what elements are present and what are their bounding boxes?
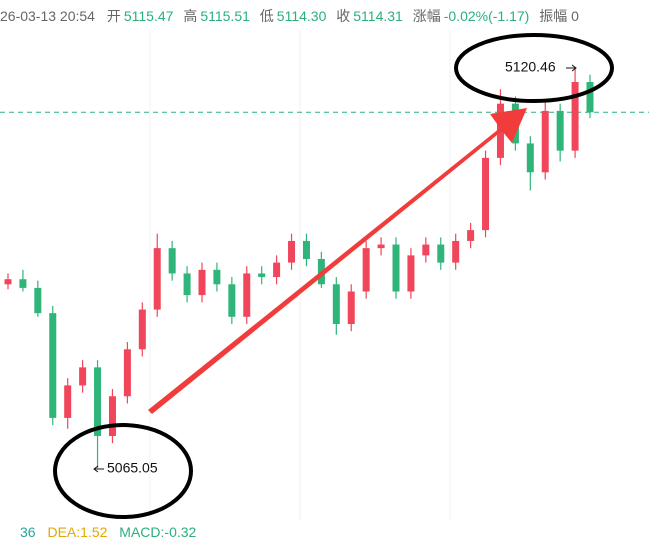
macd-value: MACD:-0.32	[119, 524, 197, 540]
candle-body	[482, 157, 490, 231]
candle-body	[571, 82, 579, 151]
candle-body	[541, 110, 549, 173]
candle-body	[467, 230, 475, 241]
candle-body	[153, 248, 161, 310]
candle-body	[243, 273, 251, 317]
candles	[0, 67, 649, 469]
trend-arrow	[148, 108, 527, 414]
field-label: 高	[183, 8, 198, 24]
high-arrow	[566, 64, 577, 72]
candle-body	[228, 284, 236, 317]
candle-body	[302, 240, 310, 259]
dif-value: 36	[20, 524, 36, 540]
candle-body	[34, 287, 42, 314]
field-label: 低	[259, 8, 274, 24]
candle-body	[138, 309, 146, 350]
candle-body	[213, 269, 221, 285]
candle-body	[4, 279, 12, 285]
high-label: 5120.46	[505, 59, 556, 75]
candle-body	[64, 385, 72, 418]
candle-body	[452, 240, 460, 263]
candle-body	[332, 284, 340, 325]
candle-body	[168, 248, 176, 274]
ohlc-header: 26-03-13 20:54 开 5115.47 高 5115.51 低 5114.3…	[0, 6, 582, 28]
macd-legend: 36 DEA:1.52 MACD:-0.32	[20, 524, 196, 540]
candle-body	[273, 262, 281, 278]
field-label: 开	[106, 8, 121, 24]
field-label: 振幅 0	[539, 8, 579, 24]
field-value: 5114.30	[276, 8, 327, 24]
low-circle	[53, 423, 193, 519]
candle-body	[556, 110, 564, 151]
candle-body	[79, 367, 87, 386]
field-value: -0.02%(-1.17)	[443, 8, 530, 24]
candle-body	[183, 273, 191, 296]
candle-body	[392, 244, 400, 292]
candle-body	[422, 244, 430, 256]
low-label: 5065.05	[107, 460, 158, 476]
candle-body	[377, 244, 385, 249]
dea-value: DEA:1.52	[47, 524, 108, 540]
field-label: 涨幅	[412, 8, 441, 24]
candle-body	[49, 313, 57, 418]
candle-body	[362, 248, 370, 292]
candle-body	[288, 240, 296, 263]
candle-body	[526, 143, 534, 173]
candle-body	[347, 291, 355, 325]
candle-body	[437, 244, 445, 263]
candle-body	[198, 269, 206, 296]
field-label: 收	[336, 8, 351, 24]
field-value: 5115.47	[123, 8, 174, 24]
candle-body	[586, 82, 594, 113]
candle-body	[258, 273, 266, 278]
candle-body	[94, 367, 102, 436]
high-circle	[454, 33, 614, 103]
datetime: 26-03-13 20:54	[0, 8, 95, 24]
field-value: 5114.31	[353, 8, 403, 24]
candle-body	[123, 349, 131, 397]
candle-body	[108, 396, 116, 436]
candle-body	[19, 279, 27, 288]
candle-body	[407, 255, 415, 292]
low-arrow	[93, 465, 104, 473]
field-value: 5115.51	[200, 8, 250, 24]
